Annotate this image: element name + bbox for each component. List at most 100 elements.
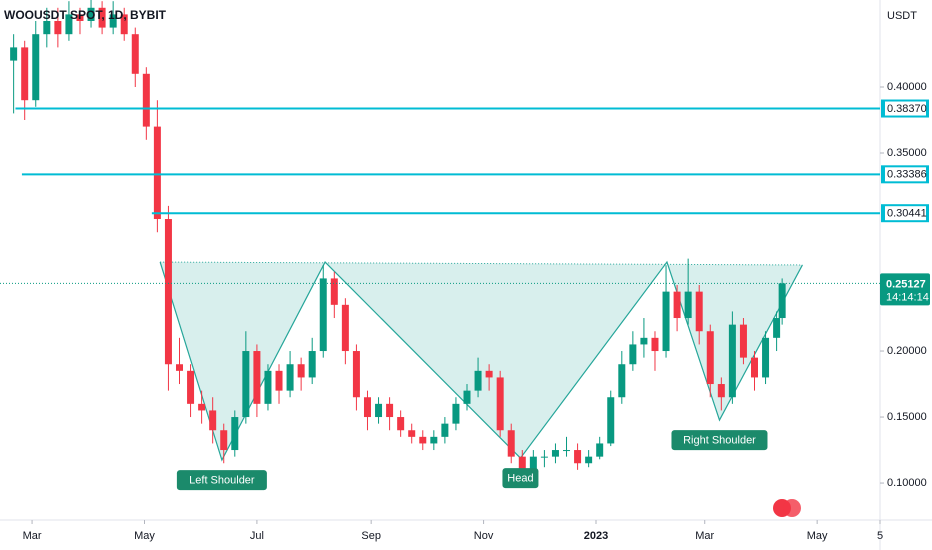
y-tick-label: 0.40000 — [887, 81, 927, 93]
y-tick-label: 0.10000 — [887, 477, 927, 489]
candle-body — [618, 364, 626, 398]
candle-body — [728, 324, 736, 398]
logo — [773, 499, 801, 517]
candle-body — [319, 278, 327, 352]
level-label: 0.33386 — [887, 169, 927, 181]
level-label-inner — [885, 206, 926, 221]
candle-body — [43, 20, 51, 35]
candle-body — [463, 390, 471, 404]
candle-body — [651, 337, 659, 352]
annotation-label: Left Shoulder — [189, 474, 255, 486]
candle-body — [76, 14, 84, 21]
candle-body — [231, 417, 239, 451]
candle-body — [430, 436, 438, 444]
candle-body — [585, 456, 593, 464]
candle-body — [264, 370, 272, 404]
candle-body — [330, 278, 338, 305]
candle-body — [209, 410, 217, 431]
candle-body — [596, 443, 604, 457]
candle-body — [485, 370, 493, 378]
candle-body — [540, 456, 548, 458]
candle-body — [662, 291, 670, 352]
candle-body — [778, 283, 786, 319]
candle-body — [253, 351, 261, 404]
candle-body — [408, 430, 416, 437]
candle-body — [695, 291, 703, 332]
candle-body — [706, 331, 714, 385]
x-tick-label: May — [134, 530, 155, 542]
candle-body — [684, 291, 692, 319]
x-tick-label: Sep — [361, 530, 381, 542]
y-axis-label: USDT — [887, 10, 917, 22]
candle-body — [176, 364, 184, 371]
candle-body — [397, 417, 405, 431]
annotation-box — [176, 470, 267, 491]
x-tick-label: Mar — [23, 530, 42, 542]
candle-body — [153, 126, 161, 220]
candle-body — [762, 337, 770, 378]
candle-body — [518, 456, 526, 477]
candle-body — [452, 403, 460, 424]
countdown: 14:14:14 — [886, 291, 929, 303]
x-tick-label: Mar — [695, 530, 714, 542]
level-label-inner — [885, 101, 926, 116]
candle-body — [739, 324, 747, 358]
candle-body — [308, 351, 316, 378]
candle-body — [474, 370, 482, 391]
candle-body — [496, 377, 504, 431]
candle-body — [341, 304, 349, 352]
candle-body — [21, 47, 29, 101]
candle-body — [65, 14, 73, 35]
candle-body — [717, 384, 725, 398]
y-tick-label: 0.20000 — [887, 345, 927, 357]
candle-body — [98, 7, 106, 28]
x-tick-label: Jul — [250, 530, 264, 542]
candle-body — [551, 450, 559, 457]
candle-body — [275, 370, 283, 391]
last-price-box — [880, 273, 930, 306]
candle-body — [352, 351, 360, 398]
last-price-label: 0.25127 — [886, 278, 926, 290]
pattern-area — [160, 262, 803, 461]
level-label: 0.38370 — [887, 103, 927, 115]
level-label: 0.30441 — [887, 208, 927, 220]
x-tick-label: Nov — [474, 530, 494, 542]
level-label-inner — [885, 167, 926, 182]
candle-body — [109, 14, 117, 28]
chart-title: WOOUSDT SPOT, 1D, BYBIT — [4, 8, 167, 22]
candle-body — [640, 337, 648, 345]
candle-body — [673, 291, 681, 319]
candle-body — [242, 351, 250, 418]
logo-circle — [783, 499, 801, 517]
x-tick-label: May — [807, 530, 828, 542]
candle-body — [375, 403, 383, 418]
neckline — [160, 261, 803, 266]
candle-body — [32, 34, 40, 101]
candle-body — [10, 47, 18, 61]
annotation-label: Head — [507, 473, 533, 485]
candle-body — [164, 219, 172, 365]
y-tick-label: 0.15000 — [887, 411, 927, 423]
candle-body — [120, 14, 128, 35]
annotation-box — [502, 468, 539, 489]
candle-body — [386, 403, 394, 418]
candle-body — [142, 73, 150, 127]
annotation-label: Right Shoulder — [683, 434, 756, 446]
candle-body — [198, 403, 206, 411]
x-tick-label: 2023 — [584, 530, 608, 542]
candle-body — [607, 397, 615, 444]
candle-body — [563, 450, 571, 452]
candle-body — [87, 7, 95, 21]
candle-body — [131, 34, 139, 74]
y-tick-label: 0.35000 — [887, 147, 927, 159]
annotation-box — [671, 430, 768, 451]
candle-body — [441, 423, 449, 437]
candle-body — [187, 370, 195, 404]
candle-body — [54, 20, 62, 35]
candle-body — [507, 430, 515, 457]
candle-body — [529, 456, 537, 477]
plot — [10, 0, 803, 484]
x-tick-label: 5 — [877, 530, 883, 542]
